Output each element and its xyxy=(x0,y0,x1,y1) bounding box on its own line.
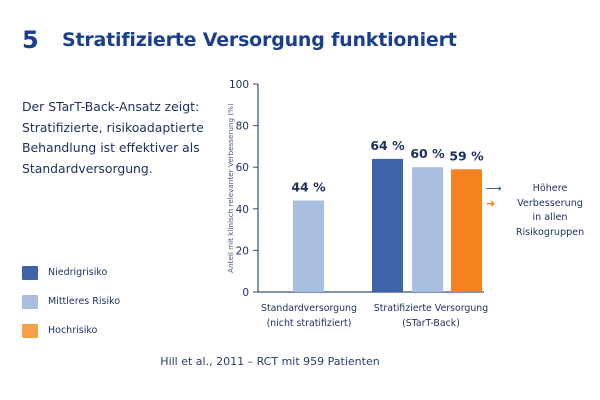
improvement-note: ⟶ Höhere ➜ Verbesserung in allen Risikog… xyxy=(486,182,596,240)
bar-value-label: 44 % xyxy=(291,179,326,194)
legend-item-niedrigrisiko: Niedrigrisiko xyxy=(22,258,120,287)
intro-text: Der STarT-Back-Ansatz zeigt: Stratifizie… xyxy=(22,99,204,176)
x-group-label-line2: (STarT-Back) xyxy=(402,318,460,329)
legend-item-hochrisiko: Hochrisiko xyxy=(22,316,120,345)
bar-value-label: 59 % xyxy=(449,148,484,163)
bar-0 xyxy=(293,200,324,292)
note-line-4: Risikogruppen xyxy=(515,226,585,238)
legend-item-mittleres-risiko: Mittleres Risiko xyxy=(22,287,120,316)
legend: Niedrigrisiko Mittleres Risiko Hochrisik… xyxy=(22,258,120,345)
bar-3 xyxy=(451,169,482,292)
x-group-label-line1: Standardversorgung xyxy=(261,303,357,314)
legend-label-niedrigrisiko: Niedrigrisiko xyxy=(48,267,108,278)
note-line-2: Verbesserung xyxy=(517,197,583,209)
citation: Hill et al., 2011 – RCT mit 959 Patiente… xyxy=(160,355,380,368)
slide-number: 5 xyxy=(22,26,39,54)
y-tick-label: 40 xyxy=(236,204,249,216)
note-line-1: Höhere xyxy=(532,183,568,194)
legend-label-hochrisiko: Hochrisiko xyxy=(48,325,98,336)
note-line-3: in allen xyxy=(532,212,568,223)
legend-swatch-hochrisiko xyxy=(22,323,38,338)
legend-swatch-mittleres-risiko xyxy=(22,294,38,309)
arrow-right-icon: ⟶ xyxy=(486,182,502,195)
x-group-label-line2: (nicht stratifiziert) xyxy=(267,318,352,329)
y-tick-label: 20 xyxy=(236,245,249,257)
legend-label-mittleres-risiko: Mittleres Risiko xyxy=(48,296,121,307)
bar-value-label: 60 % xyxy=(410,146,445,161)
y-tick-label: 60 xyxy=(236,162,249,174)
bar-value-label: 64 % xyxy=(370,138,405,153)
y-tick-label: 0 xyxy=(242,287,249,299)
x-group-label-line1: Stratifizierte Versorgung xyxy=(374,303,488,314)
arrow-right-icon: ➜ xyxy=(486,196,496,210)
bar-1 xyxy=(372,158,403,292)
slide-title: Stratifizierte Versorgung funktioniert xyxy=(62,29,457,51)
legend-swatch-niedrigrisiko xyxy=(22,265,38,280)
y-tick-label: 100 xyxy=(229,79,249,91)
bar-2 xyxy=(412,167,443,292)
y-tick-label: 80 xyxy=(236,121,249,133)
y-axis-label: Anteil mit klinisch relevanter Verbesser… xyxy=(226,103,235,273)
